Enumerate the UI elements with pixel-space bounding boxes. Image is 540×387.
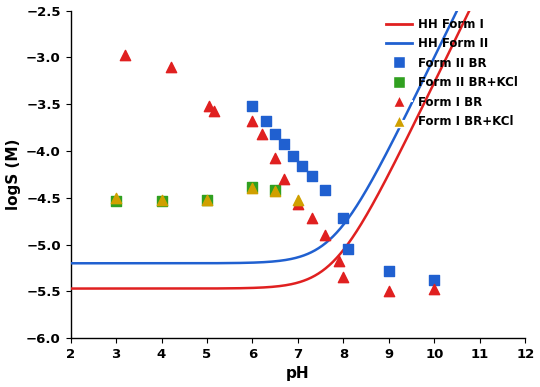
Point xyxy=(280,176,288,182)
Point xyxy=(248,118,257,124)
Point xyxy=(262,118,271,124)
Point xyxy=(210,108,218,114)
Point xyxy=(289,152,298,159)
X-axis label: pH: pH xyxy=(286,366,310,382)
Point xyxy=(157,197,166,204)
Point xyxy=(307,215,316,221)
Point xyxy=(343,246,352,252)
Point xyxy=(298,163,307,169)
Point xyxy=(271,187,280,194)
Point xyxy=(248,183,257,190)
Legend: HH Form I, HH Form II, Form II BR, Form II BR+KCl, Form I BR, Form I BR+KCl: HH Form I, HH Form II, Form II BR, Form … xyxy=(382,13,523,133)
Point xyxy=(271,155,280,161)
Point xyxy=(430,277,438,283)
Point xyxy=(280,141,288,147)
Point xyxy=(166,63,175,70)
Point xyxy=(202,197,211,203)
Point xyxy=(121,51,130,58)
Point xyxy=(321,232,329,238)
Point xyxy=(271,131,280,137)
Y-axis label: logS (M): logS (M) xyxy=(5,139,21,210)
Point xyxy=(112,195,120,201)
Point xyxy=(321,187,329,194)
Point xyxy=(248,185,257,192)
Point xyxy=(294,197,302,203)
Point xyxy=(271,188,280,194)
Point xyxy=(430,286,438,293)
Point xyxy=(112,197,120,204)
Point xyxy=(202,197,211,203)
Point xyxy=(205,103,214,109)
Point xyxy=(257,131,266,137)
Point xyxy=(339,215,348,221)
Point xyxy=(307,173,316,179)
Point xyxy=(339,274,348,281)
Point xyxy=(157,197,166,203)
Point xyxy=(335,258,343,264)
Point xyxy=(384,268,393,274)
Point xyxy=(294,201,302,207)
Point xyxy=(248,103,257,109)
Point xyxy=(384,288,393,295)
